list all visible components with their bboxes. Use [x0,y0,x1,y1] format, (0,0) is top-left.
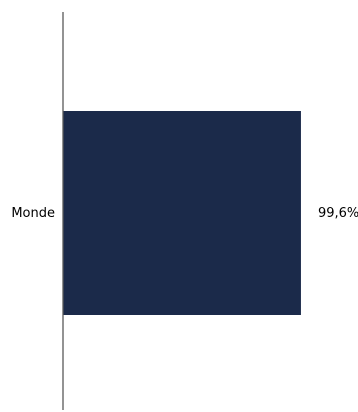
bars-layer [63,111,301,315]
category-tick-label: Monde [11,206,55,221]
labels-layer: Monde 99,6% [11,206,358,221]
bar-monde [63,111,301,315]
bar-value-label: 99,6% [318,206,358,221]
